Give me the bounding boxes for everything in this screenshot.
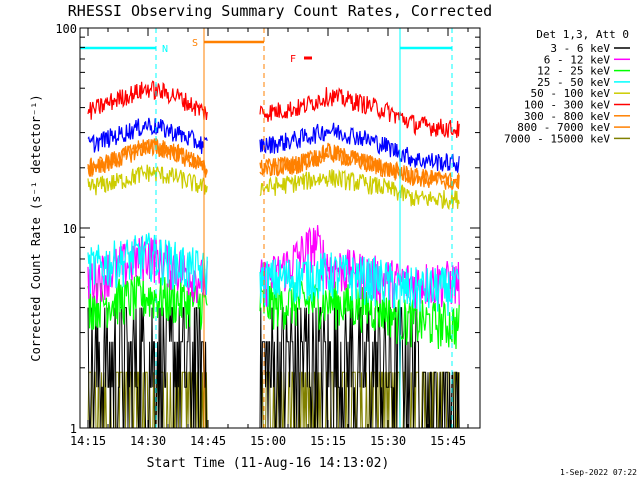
x-tick-label: 15:00 [250, 434, 286, 448]
y-tick-label: 100 [55, 22, 77, 36]
legend-entry-label: 6 - 12 keV [544, 53, 611, 66]
legend-entry-label: 7000 - 15000 keV [504, 132, 610, 145]
chart-title: RHESSI Observing Summary Count Rates, Co… [68, 2, 492, 20]
y-tick-label: 1 [70, 422, 77, 436]
x-tick-label: 15:45 [430, 434, 466, 448]
axes: 14:15 14:30 14:45 15:00 15:15 15:30 15:45 1 10 10… [55, 22, 481, 448]
y-axis-label: Corrected Count Rate (s⁻¹ detector⁻¹) [29, 94, 43, 361]
flag-label-n: N [162, 44, 168, 55]
series-trace-6-12-kev [87, 225, 460, 309]
plot-area: N S F [80, 28, 460, 428]
legend-entry-label: 800 - 7000 keV [517, 121, 610, 134]
x-tick-label: 15:30 [370, 434, 406, 448]
series-trace-800-7000-kev [87, 137, 460, 191]
flag-label-s: S [192, 38, 198, 49]
x-axis-label: Start Time (11-Aug-16 14:13:02) [147, 456, 390, 471]
series-trace-100-300-kev [87, 80, 460, 138]
series-trace-50-100-kev [87, 164, 460, 211]
y-tick-label: 10 [63, 222, 77, 236]
series-trace-3-6-kev [87, 307, 460, 428]
series-trace-25-50-kev [87, 232, 460, 316]
series-trace-blue-band [87, 117, 460, 173]
x-tick-label: 14:45 [190, 434, 226, 448]
flag-label-f: F [290, 54, 296, 65]
legend-entry-label: 300 - 800 keV [524, 110, 610, 123]
legend-entry-label: 100 - 300 keV [524, 99, 610, 112]
x-tick-label: 14:15 [70, 434, 106, 448]
x-tick-label: 14:30 [130, 434, 166, 448]
series-trace-12-25-kev [87, 274, 460, 350]
footer-timestamp: 1-Sep-2022 07:22 [560, 468, 637, 477]
legend-title: Det 1,3, Att 0 [536, 28, 629, 41]
x-tick-label: 15:15 [310, 434, 346, 448]
legend-entry-label: 50 - 100 keV [531, 87, 611, 100]
legend-entry-label: 12 - 25 keV [537, 65, 610, 78]
legend-entry-label: 3 - 6 keV [550, 42, 610, 55]
legend-entry-label: 25 - 50 keV [537, 76, 610, 89]
